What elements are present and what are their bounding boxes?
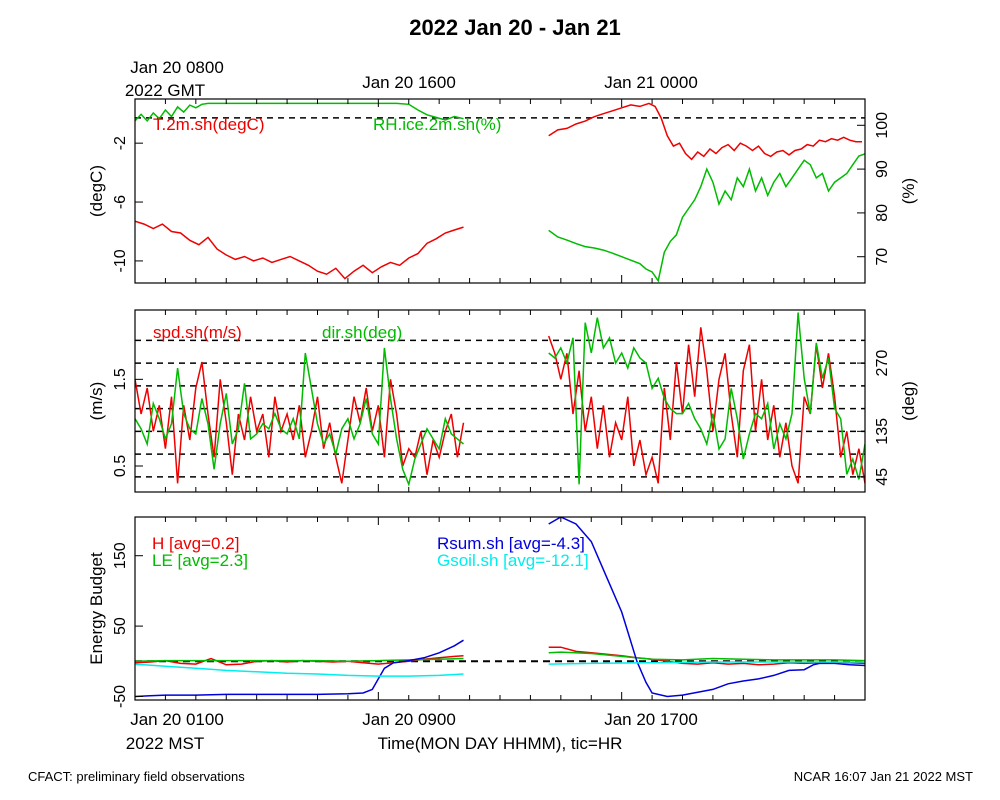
wind-right-axis-title: (deg) xyxy=(899,381,918,421)
temp-rh-left-tick-label: -6 xyxy=(112,195,129,209)
series-line-dir-sh-deg xyxy=(135,312,865,487)
energy-series-group xyxy=(135,517,865,698)
wind-left-axis-title: (m/s) xyxy=(87,382,106,421)
temp-rh-right-tick-label: 100 xyxy=(874,112,891,139)
top-time-axis: Jan 20 0800 2022 GMT Jan 20 1600 Jan 21 … xyxy=(125,58,698,100)
legend-label: RH.ice.2m.sh(%) xyxy=(373,115,501,134)
legend-label: H [avg=0.2] xyxy=(152,534,239,553)
temp-rh-right-axis-title: (%) xyxy=(899,178,918,204)
series-line-le xyxy=(135,651,865,663)
wind-frame xyxy=(134,309,866,493)
legend-label: Rsum.sh [avg=-4.3] xyxy=(437,534,585,553)
temp-rh-left-tick-label: -10 xyxy=(112,249,129,272)
legend-label: Gsoil.sh [avg=-12.1] xyxy=(437,551,589,570)
energy-left-tick-label: -50 xyxy=(112,685,129,708)
wind-panel: 0.5 1.5 (m/s) 45 135 270 (deg) spd.sh(m/s) dir.s… xyxy=(87,309,918,493)
top-tick-label-3: Jan 21 0000 xyxy=(604,73,698,92)
energy-left-tick-label: 150 xyxy=(112,542,129,569)
footer-right: NCAR 16:07 Jan 21 2022 MST xyxy=(794,769,973,784)
top-tick-label-2: Jan 20 1600 xyxy=(362,73,456,92)
energy-left-tick-label: 50 xyxy=(112,617,129,635)
energy-left-axis-title: Energy Budget xyxy=(87,552,106,665)
x-axis-title: Time(MON DAY HHMM), tic=HR xyxy=(378,734,623,753)
legend-label: T.2m.sh(degC) xyxy=(153,115,264,134)
series-line-gsoil-sh xyxy=(135,661,865,677)
wind-left-tick-label: 0.5 xyxy=(112,455,129,477)
top-tick-label-1: Jan 20 0800 xyxy=(130,58,224,77)
temp-rh-right-tick-label: 80 xyxy=(874,204,891,222)
legend-label: LE [avg=2.3] xyxy=(152,551,248,570)
wind-right-tick-label: 135 xyxy=(874,418,891,445)
temp-rh-left-tick-label: -2 xyxy=(112,136,129,150)
bottom-tick-label-1: Jan 20 0100 xyxy=(130,710,224,729)
wind-right-tick-label: 270 xyxy=(874,350,891,377)
wind-series-group xyxy=(135,312,865,487)
energy-budget-panel: -50 50 150 Energy Budget H [avg=0.2]LE [avg=… xyxy=(87,516,866,708)
wind-left-tick-label: 1.5 xyxy=(112,368,129,390)
temperature-humidity-panel: -2 -6 -10 (degC) 70 80 90 100 (%) T.2m.sh(degC) RH… xyxy=(87,98,918,284)
wind-right-tick-label: 45 xyxy=(874,468,891,486)
legend-label: dir.sh(deg) xyxy=(322,323,402,342)
top-tick-label-1-year: 2022 GMT xyxy=(125,81,205,100)
bottom-tick-label-2: Jan 20 0900 xyxy=(362,710,456,729)
chart-title: 2022 Jan 20 - Jan 21 xyxy=(409,15,621,40)
bottom-time-axis: Jan 20 0100 2022 MST Jan 20 0900 Jan 20 … xyxy=(126,710,698,753)
temp-rh-right-tick-label: 90 xyxy=(874,160,891,178)
series-line-t-2m-sh-degc xyxy=(135,102,862,280)
series-line-spd-sh-m-s xyxy=(135,327,865,484)
temp-rh-right-tick-label: 70 xyxy=(874,248,891,266)
legend-label: spd.sh(m/s) xyxy=(153,323,242,342)
temp-rh-left-axis-title: (degC) xyxy=(87,165,106,217)
footer-left: CFACT: preliminary field observations xyxy=(28,769,245,784)
bottom-tick-label-1-year: 2022 MST xyxy=(126,734,204,753)
bottom-tick-label-3: Jan 20 1700 xyxy=(604,710,698,729)
